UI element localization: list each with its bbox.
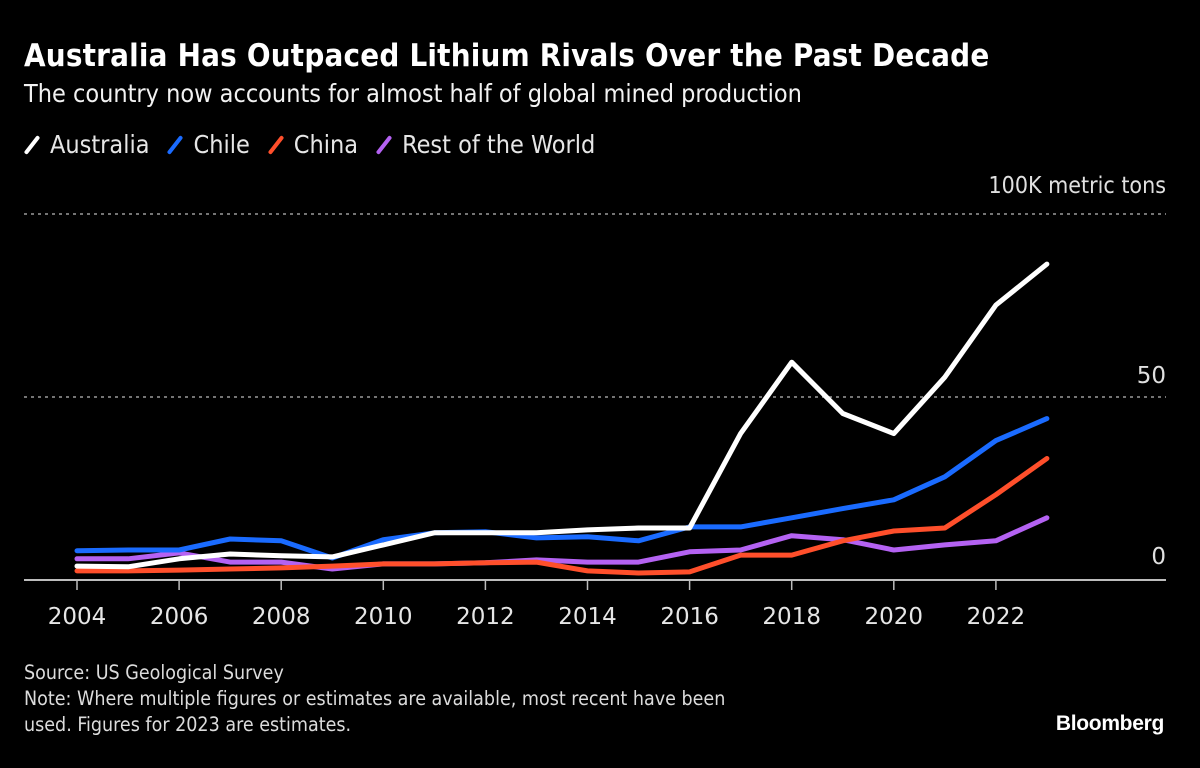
series-line-chile — [74, 416, 1050, 561]
chart-subtitle: The country now accounts for almost half… — [24, 79, 802, 108]
x-tick-label: 2012 — [456, 604, 515, 630]
bloomberg-logo: Bloomberg — [1055, 712, 1164, 735]
legend-label: Australia — [50, 130, 150, 159]
note-line-1: Note: Where multiple figures or estimate… — [24, 687, 726, 710]
x-tick-label: 2006 — [150, 604, 209, 630]
y-tick-label: 0 — [1151, 544, 1166, 570]
x-tick-label: 2022 — [967, 604, 1026, 630]
source-note: Source: US Geological Survey — [24, 661, 284, 684]
note-line-2: used. Figures for 2023 are estimates. — [24, 713, 352, 736]
legend-item-china[interactable]: China — [268, 130, 358, 159]
x-tick-label: 2016 — [660, 604, 719, 630]
legend-label: China — [293, 130, 359, 159]
legend-item-australia[interactable]: Australia — [24, 130, 149, 159]
series-lines — [74, 261, 1050, 576]
legend-label: Rest of the World — [402, 130, 596, 159]
series-line-china — [74, 456, 1050, 576]
x-tick-label: 2020 — [865, 604, 924, 630]
legend: Australia Chile China Rest of the World — [24, 130, 613, 159]
chart-title: Australia Has Outpaced Lithium Rivals Ov… — [24, 38, 990, 74]
series-line-rest-of-the-world — [74, 515, 1050, 572]
x-tick-label: 2014 — [558, 604, 617, 630]
legend-item-chile[interactable]: Chile — [167, 130, 249, 159]
y-axis-unit-label: 100K metric tons — [988, 173, 1167, 199]
x-tick-label: 2018 — [762, 604, 821, 630]
x-tick-label: 2008 — [252, 604, 311, 630]
gridlines — [24, 213, 1166, 398]
y-tick-label: 50 — [1137, 363, 1166, 389]
y-axis-labels: 50 0 — [1137, 363, 1166, 570]
x-tick-label: 2010 — [354, 604, 413, 630]
legend-item-rest-of-world[interactable]: Rest of the World — [376, 130, 595, 159]
legend-label: Chile — [193, 130, 250, 159]
footer: Source: US Geological Survey Note: Where… — [24, 660, 725, 738]
series-line-australia — [74, 261, 1050, 570]
x-tick-label: 2004 — [48, 604, 107, 630]
x-axis: 2004 2006 2008 2010 2012 2014 2016 2018 2020 2022 — [24, 579, 1166, 630]
